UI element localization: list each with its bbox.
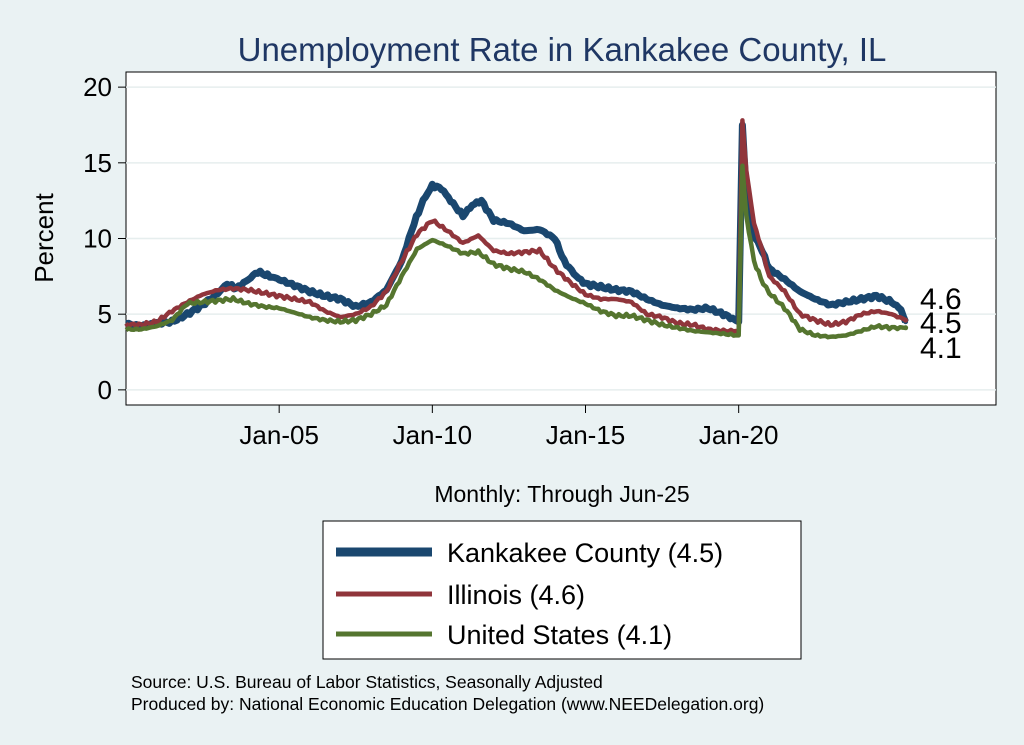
y-tick-label: 5	[98, 299, 112, 329]
source-note: Source: U.S. Bureau of Labor Statistics,…	[131, 672, 603, 692]
legend-label: Illinois (4.6)	[447, 580, 585, 610]
series-line-1	[124, 118, 907, 334]
x-tick-label: Jan-15	[546, 420, 626, 450]
series-line-2	[124, 163, 906, 340]
x-axis-label: Monthly: Through Jun-25	[434, 481, 689, 507]
legend: Kankakee County (4.5) Illinois (4.6) Unite…	[322, 520, 802, 660]
legend-label: United States (4.1)	[447, 620, 672, 650]
series-end-point	[903, 317, 909, 323]
end-label: 4.1	[920, 332, 962, 365]
y-tick-label: 15	[83, 148, 112, 178]
series-lines	[124, 118, 909, 340]
producer-note: Produced by: National Economic Education…	[131, 694, 764, 714]
chart-title: Unemployment Rate in Kankakee County, IL	[238, 31, 887, 68]
y-tick-label: 20	[83, 72, 112, 102]
end-label: 4.5	[920, 307, 962, 340]
legend-label: Kankakee County (4.5)	[447, 538, 723, 568]
series-end-point	[903, 325, 909, 331]
y-tick-label: 0	[98, 375, 112, 405]
series-line-0	[125, 121, 909, 330]
x-tick-label: Jan-10	[393, 420, 473, 450]
end-label: 4.6	[920, 283, 962, 316]
x-tick-label: Jan-05	[239, 420, 319, 450]
axes: 0 5 10 15 20 Jan-05 Jan-10 Jan-15 Jan-20	[83, 72, 778, 450]
gridlines	[126, 86, 996, 391]
y-axis-label: Percent	[29, 192, 59, 282]
end-labels: 4.64.54.1	[920, 283, 962, 365]
x-tick-label: Jan-20	[699, 420, 779, 450]
y-tick-label: 10	[83, 224, 112, 254]
